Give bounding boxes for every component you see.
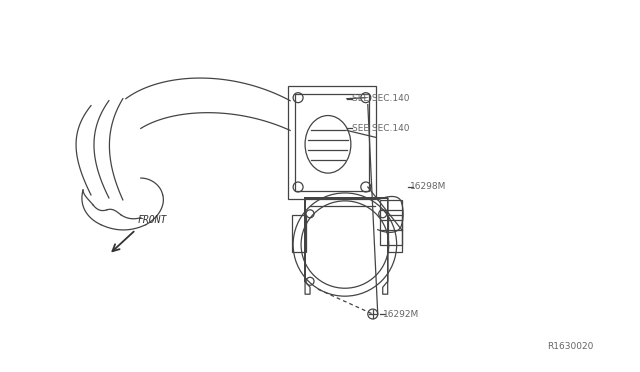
Bar: [288, 86, 376, 199]
Bar: [292, 215, 306, 253]
Text: 16292M: 16292M: [383, 310, 419, 318]
Text: FRONT: FRONT: [138, 215, 167, 225]
Bar: [295, 94, 369, 191]
Text: R1630020: R1630020: [547, 342, 593, 351]
Text: 16298M: 16298M: [410, 183, 446, 192]
Text: SEE SEC.140: SEE SEC.140: [352, 94, 410, 103]
Bar: [388, 215, 402, 253]
Bar: [380, 200, 402, 244]
Text: SEE SEC.140: SEE SEC.140: [352, 124, 410, 133]
